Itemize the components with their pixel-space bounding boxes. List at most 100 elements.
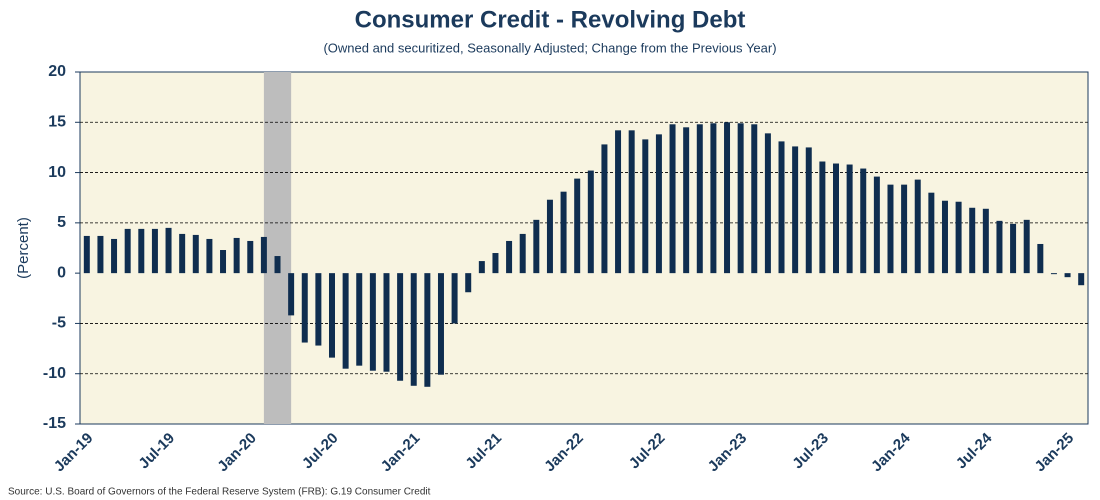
bar [724, 122, 731, 274]
bar [301, 273, 308, 343]
bar [696, 124, 703, 274]
bar [1010, 223, 1017, 274]
bar [778, 141, 785, 274]
bar [260, 236, 267, 274]
y-tick-label: 15 [48, 114, 66, 131]
x-tick-label: Jul-23 [789, 430, 832, 473]
x-tick-label: Jan-21 [378, 430, 424, 476]
bar [833, 163, 839, 274]
bar [546, 199, 553, 274]
y-tick-label: -10 [43, 365, 66, 382]
bar [819, 161, 826, 274]
bar [356, 273, 363, 366]
bar [315, 273, 322, 346]
x-tick-label: Jul-21 [462, 430, 505, 473]
x-tick-label: Jan-24 [868, 429, 914, 475]
bar [860, 168, 867, 274]
bar [478, 261, 485, 274]
bar [465, 273, 472, 293]
bar [560, 191, 567, 274]
bar [873, 176, 880, 274]
bar [751, 124, 758, 274]
bar [805, 147, 812, 274]
bar [901, 184, 908, 274]
bar [1050, 273, 1057, 275]
bar [451, 273, 458, 324]
bar [437, 273, 444, 375]
bar [601, 144, 608, 274]
y-tick-label: 10 [48, 164, 66, 181]
x-tick-label: Jan-23 [705, 430, 751, 476]
x-tick-label: Jan-22 [541, 430, 587, 476]
bar [138, 228, 145, 274]
bar [369, 273, 376, 371]
bar [628, 130, 635, 274]
bar [887, 184, 894, 274]
bar [220, 250, 227, 274]
y-tick-label: -15 [43, 415, 66, 432]
bar [519, 233, 526, 274]
chart-subtitle: (Owned and securitized, Seasonally Adjus… [323, 40, 776, 55]
bar [274, 256, 281, 274]
bar [397, 273, 404, 381]
bar [247, 240, 254, 274]
bar [179, 233, 186, 274]
y-tick-label: 20 [48, 63, 66, 80]
bar [192, 234, 199, 274]
x-tick-label: Jul-20 [299, 430, 342, 473]
chart-title: Consumer Credit - Revolving Debt [355, 6, 746, 33]
bar [792, 146, 799, 274]
x-tick-label: Jan-20 [214, 430, 260, 476]
bar [969, 207, 976, 274]
bar [342, 273, 349, 369]
bar [928, 192, 935, 274]
bar [914, 179, 921, 274]
plot-area [79, 71, 1089, 425]
bar [574, 178, 581, 274]
x-tick-label: Jul-24 [953, 429, 996, 472]
bar [533, 219, 540, 274]
bar [124, 228, 131, 274]
bar [233, 237, 240, 274]
x-tick-label: Jul-19 [135, 430, 178, 473]
bar [151, 228, 158, 274]
bar [1037, 243, 1044, 274]
bar [982, 208, 989, 274]
bar [410, 273, 417, 386]
bar [587, 170, 594, 274]
bar [737, 123, 744, 274]
recession-shading [263, 72, 292, 424]
source-note: Source: U.S. Board of Governors of the F… [8, 487, 431, 498]
bar [383, 273, 390, 372]
bar [941, 200, 948, 274]
bar [615, 130, 622, 274]
bar [846, 164, 853, 274]
bar [329, 273, 335, 358]
bar [683, 127, 690, 274]
bar [1078, 273, 1085, 286]
bar [97, 235, 104, 274]
y-tick-label: 5 [57, 214, 66, 231]
bar [492, 253, 499, 274]
y-tick-label: 0 [57, 264, 66, 281]
x-tick-label: Jan-19 [51, 430, 97, 476]
bar [710, 123, 717, 274]
bar [83, 235, 90, 274]
bar [206, 238, 213, 274]
bar [1023, 219, 1030, 274]
bar [669, 124, 676, 274]
bar [288, 273, 295, 316]
bar [764, 133, 771, 274]
y-tick-label: -5 [52, 315, 66, 332]
bar [424, 273, 431, 387]
bar [1064, 273, 1071, 278]
bar [111, 238, 118, 274]
bar [996, 220, 1003, 274]
bar [506, 240, 513, 274]
bar [642, 139, 649, 274]
bar [955, 201, 962, 274]
x-tick-label: Jul-22 [626, 430, 669, 473]
bar [165, 227, 172, 274]
y-axis-label: (Percent) [15, 217, 32, 279]
